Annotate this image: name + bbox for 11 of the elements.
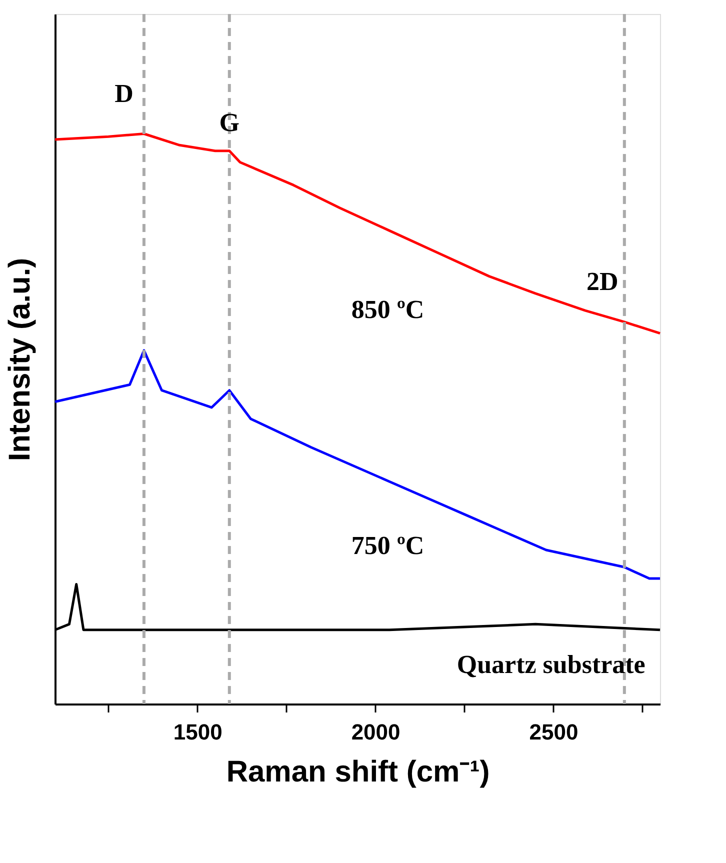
ref-line-label: D — [114, 78, 134, 108]
x-tick-label: 2000 — [351, 720, 400, 744]
x-tick-label: 2500 — [529, 720, 578, 744]
series-label: Quartz substrate — [456, 650, 646, 679]
y-axis-title: Intensity (a.u.) — [4, 258, 36, 462]
x-axis-title: Raman shift (cm⁻¹) — [226, 756, 490, 788]
x-tick-label: 1500 — [173, 720, 222, 744]
ref-line-label: G — [219, 108, 240, 137]
ref-line-label: 2D — [586, 266, 618, 296]
series-label: 850 ºC — [351, 294, 424, 324]
series-label: 750 ºC — [351, 530, 424, 560]
